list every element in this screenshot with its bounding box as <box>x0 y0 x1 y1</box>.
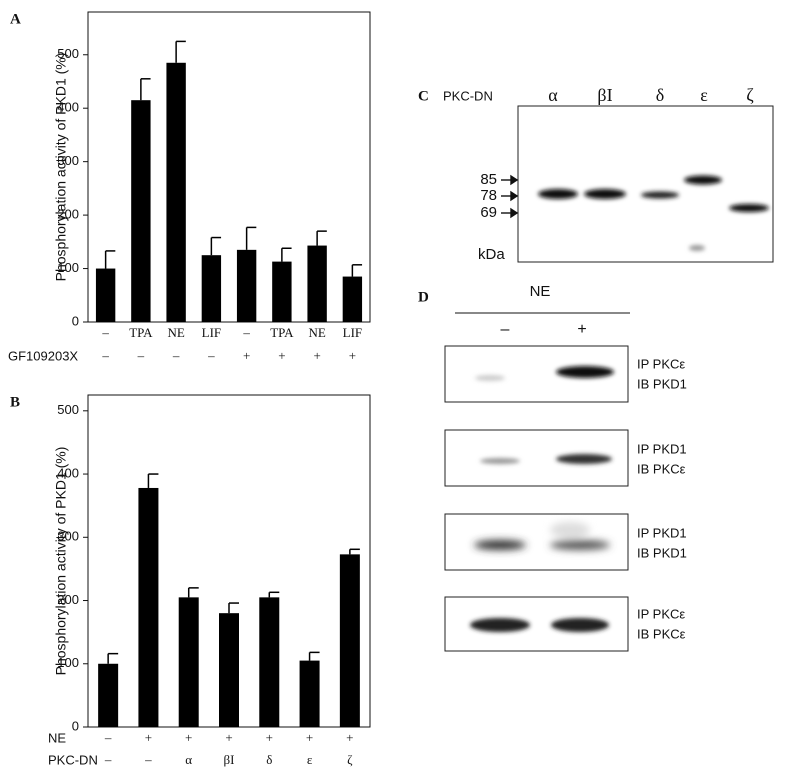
x-tick-label: – <box>207 348 215 363</box>
y-tick-label: 100 <box>57 260 79 275</box>
bar <box>201 255 222 322</box>
blot-label: IB PKD1 <box>637 545 687 560</box>
x-tick-label: – <box>242 325 250 340</box>
x-tick-label: + <box>306 730 313 745</box>
marker-label: 78 <box>480 187 497 204</box>
y-tick-label: 400 <box>57 465 79 480</box>
x-tick-label: – <box>144 752 152 767</box>
lane-label: α <box>548 85 558 105</box>
x-tick-label: + <box>145 730 152 745</box>
blot-frame <box>517 105 774 263</box>
x-tick-label: LIF <box>343 325 363 340</box>
blot-label: IB PKCε <box>637 461 686 476</box>
bar <box>95 268 116 322</box>
marker-label: 69 <box>480 204 497 221</box>
y-tick-label: 400 <box>57 100 79 115</box>
lane-label: ε <box>700 85 708 105</box>
bar <box>342 276 363 322</box>
blot-bands <box>538 175 769 251</box>
y-tick-label: 300 <box>57 529 79 544</box>
y-tick-label: 300 <box>57 153 79 168</box>
lane-label: + <box>577 321 586 338</box>
bar <box>131 100 151 322</box>
blot-bands <box>480 454 612 464</box>
x-tick-label: NE <box>308 325 325 340</box>
row-name: NE <box>48 730 66 745</box>
y-tick-label: 500 <box>57 46 79 61</box>
lane-label: ζ <box>746 85 754 105</box>
x-tick-label: α <box>185 752 192 767</box>
marker-label: 85 <box>480 171 497 188</box>
x-tick-label: δ <box>266 752 272 767</box>
x-tick-label: + <box>225 730 232 745</box>
blot-bands <box>475 366 614 381</box>
blot-label: IB PKCε <box>637 626 686 641</box>
x-tick-label: TPA <box>270 325 294 340</box>
blot-label: IP PKD1 <box>637 441 687 456</box>
lane-label: δ <box>656 85 664 105</box>
panel-label: A <box>10 11 21 27</box>
y-tick-label: 500 <box>57 402 79 417</box>
x-tick-label: TPA <box>129 325 153 340</box>
x-tick-label: βI <box>224 752 235 767</box>
x-tick-label: – <box>101 325 109 340</box>
row-name: PKC-DN <box>48 752 98 767</box>
x-tick-label: + <box>185 730 192 745</box>
bar <box>272 261 292 322</box>
blot-bands <box>470 618 609 632</box>
bar <box>166 62 186 322</box>
bar <box>259 597 280 727</box>
x-tick-label: – <box>104 730 112 745</box>
bar <box>219 613 239 727</box>
blot-bands <box>474 522 610 550</box>
blot-label: IP PKCε <box>637 606 685 621</box>
x-tick-label: + <box>349 348 356 363</box>
y-tick-label: 100 <box>57 655 79 670</box>
y-axis-label: Phosphorylation activity of PKD1 (%) <box>53 53 69 282</box>
x-tick-label: + <box>278 348 285 363</box>
y-tick-label: 0 <box>72 313 79 328</box>
x-tick-label: ε <box>307 752 313 767</box>
y-axis-label: Phosphorylation activity of PKD1 (%) <box>53 447 69 676</box>
panel-label: C <box>418 88 429 104</box>
y-tick-label: 0 <box>72 718 79 733</box>
y-tick-label: 200 <box>57 592 79 607</box>
blot-header: PKC-DN <box>443 88 493 103</box>
panel-label: B <box>10 394 20 410</box>
row-name: GF109203X <box>8 348 78 363</box>
bar <box>307 245 327 322</box>
x-tick-label: ζ <box>347 752 353 767</box>
x-tick-label: + <box>266 730 273 745</box>
x-tick-label: + <box>243 348 250 363</box>
x-tick-label: NE <box>167 325 184 340</box>
blot-frame <box>444 513 629 571</box>
lane-label: – <box>501 321 510 338</box>
blot-label: IP PKD1 <box>637 525 687 540</box>
bar <box>98 663 119 727</box>
x-tick-label: LIF <box>202 325 222 340</box>
x-tick-label: – <box>137 348 145 363</box>
x-tick-label: + <box>313 348 320 363</box>
y-tick-label: 200 <box>57 207 79 222</box>
bar <box>339 554 360 727</box>
treatment-label: NE <box>530 283 551 300</box>
x-tick-label: + <box>346 730 353 745</box>
marker-arrows <box>501 174 519 219</box>
bar <box>236 249 257 322</box>
panel-label: D <box>418 289 429 305</box>
bar <box>178 597 199 727</box>
bar <box>138 487 159 727</box>
lane-label: βI <box>597 85 612 105</box>
blot-label: IB PKD1 <box>637 376 687 391</box>
bar <box>299 660 320 727</box>
plot-frame <box>87 11 371 323</box>
blot-label: IP PKCε <box>637 356 685 371</box>
unit-label: kDa <box>478 246 505 263</box>
x-tick-label: – <box>104 752 112 767</box>
x-tick-label: – <box>101 348 109 363</box>
x-tick-label: – <box>172 348 180 363</box>
